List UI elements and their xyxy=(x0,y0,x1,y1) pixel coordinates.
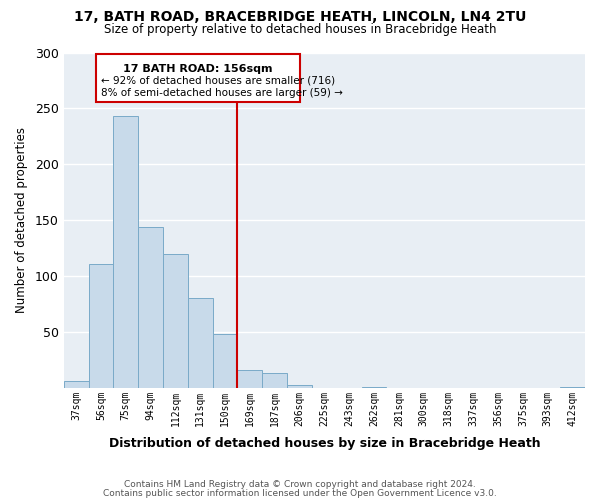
Bar xyxy=(262,374,287,388)
Bar xyxy=(238,370,262,388)
Text: ← 92% of detached houses are smaller (716): ← 92% of detached houses are smaller (71… xyxy=(101,76,335,86)
Text: Contains HM Land Registry data © Crown copyright and database right 2024.: Contains HM Land Registry data © Crown c… xyxy=(124,480,476,489)
Y-axis label: Number of detached properties: Number of detached properties xyxy=(15,127,28,313)
Bar xyxy=(138,227,163,388)
Bar xyxy=(163,254,188,388)
Text: Contains public sector information licensed under the Open Government Licence v3: Contains public sector information licen… xyxy=(103,488,497,498)
X-axis label: Distribution of detached houses by size in Bracebridge Heath: Distribution of detached houses by size … xyxy=(109,437,540,450)
Bar xyxy=(287,384,312,388)
Bar xyxy=(362,386,386,388)
Text: 17 BATH ROAD: 156sqm: 17 BATH ROAD: 156sqm xyxy=(123,64,272,74)
Bar xyxy=(188,298,212,388)
Text: 17, BATH ROAD, BRACEBRIDGE HEATH, LINCOLN, LN4 2TU: 17, BATH ROAD, BRACEBRIDGE HEATH, LINCOL… xyxy=(74,10,526,24)
Text: 8% of semi-detached houses are larger (59) →: 8% of semi-detached houses are larger (5… xyxy=(101,88,343,99)
Bar xyxy=(560,386,585,388)
Bar xyxy=(89,264,113,388)
Bar xyxy=(96,54,299,102)
Bar xyxy=(113,116,138,388)
Bar xyxy=(64,381,89,388)
Bar xyxy=(212,334,238,388)
Text: Size of property relative to detached houses in Bracebridge Heath: Size of property relative to detached ho… xyxy=(104,22,496,36)
